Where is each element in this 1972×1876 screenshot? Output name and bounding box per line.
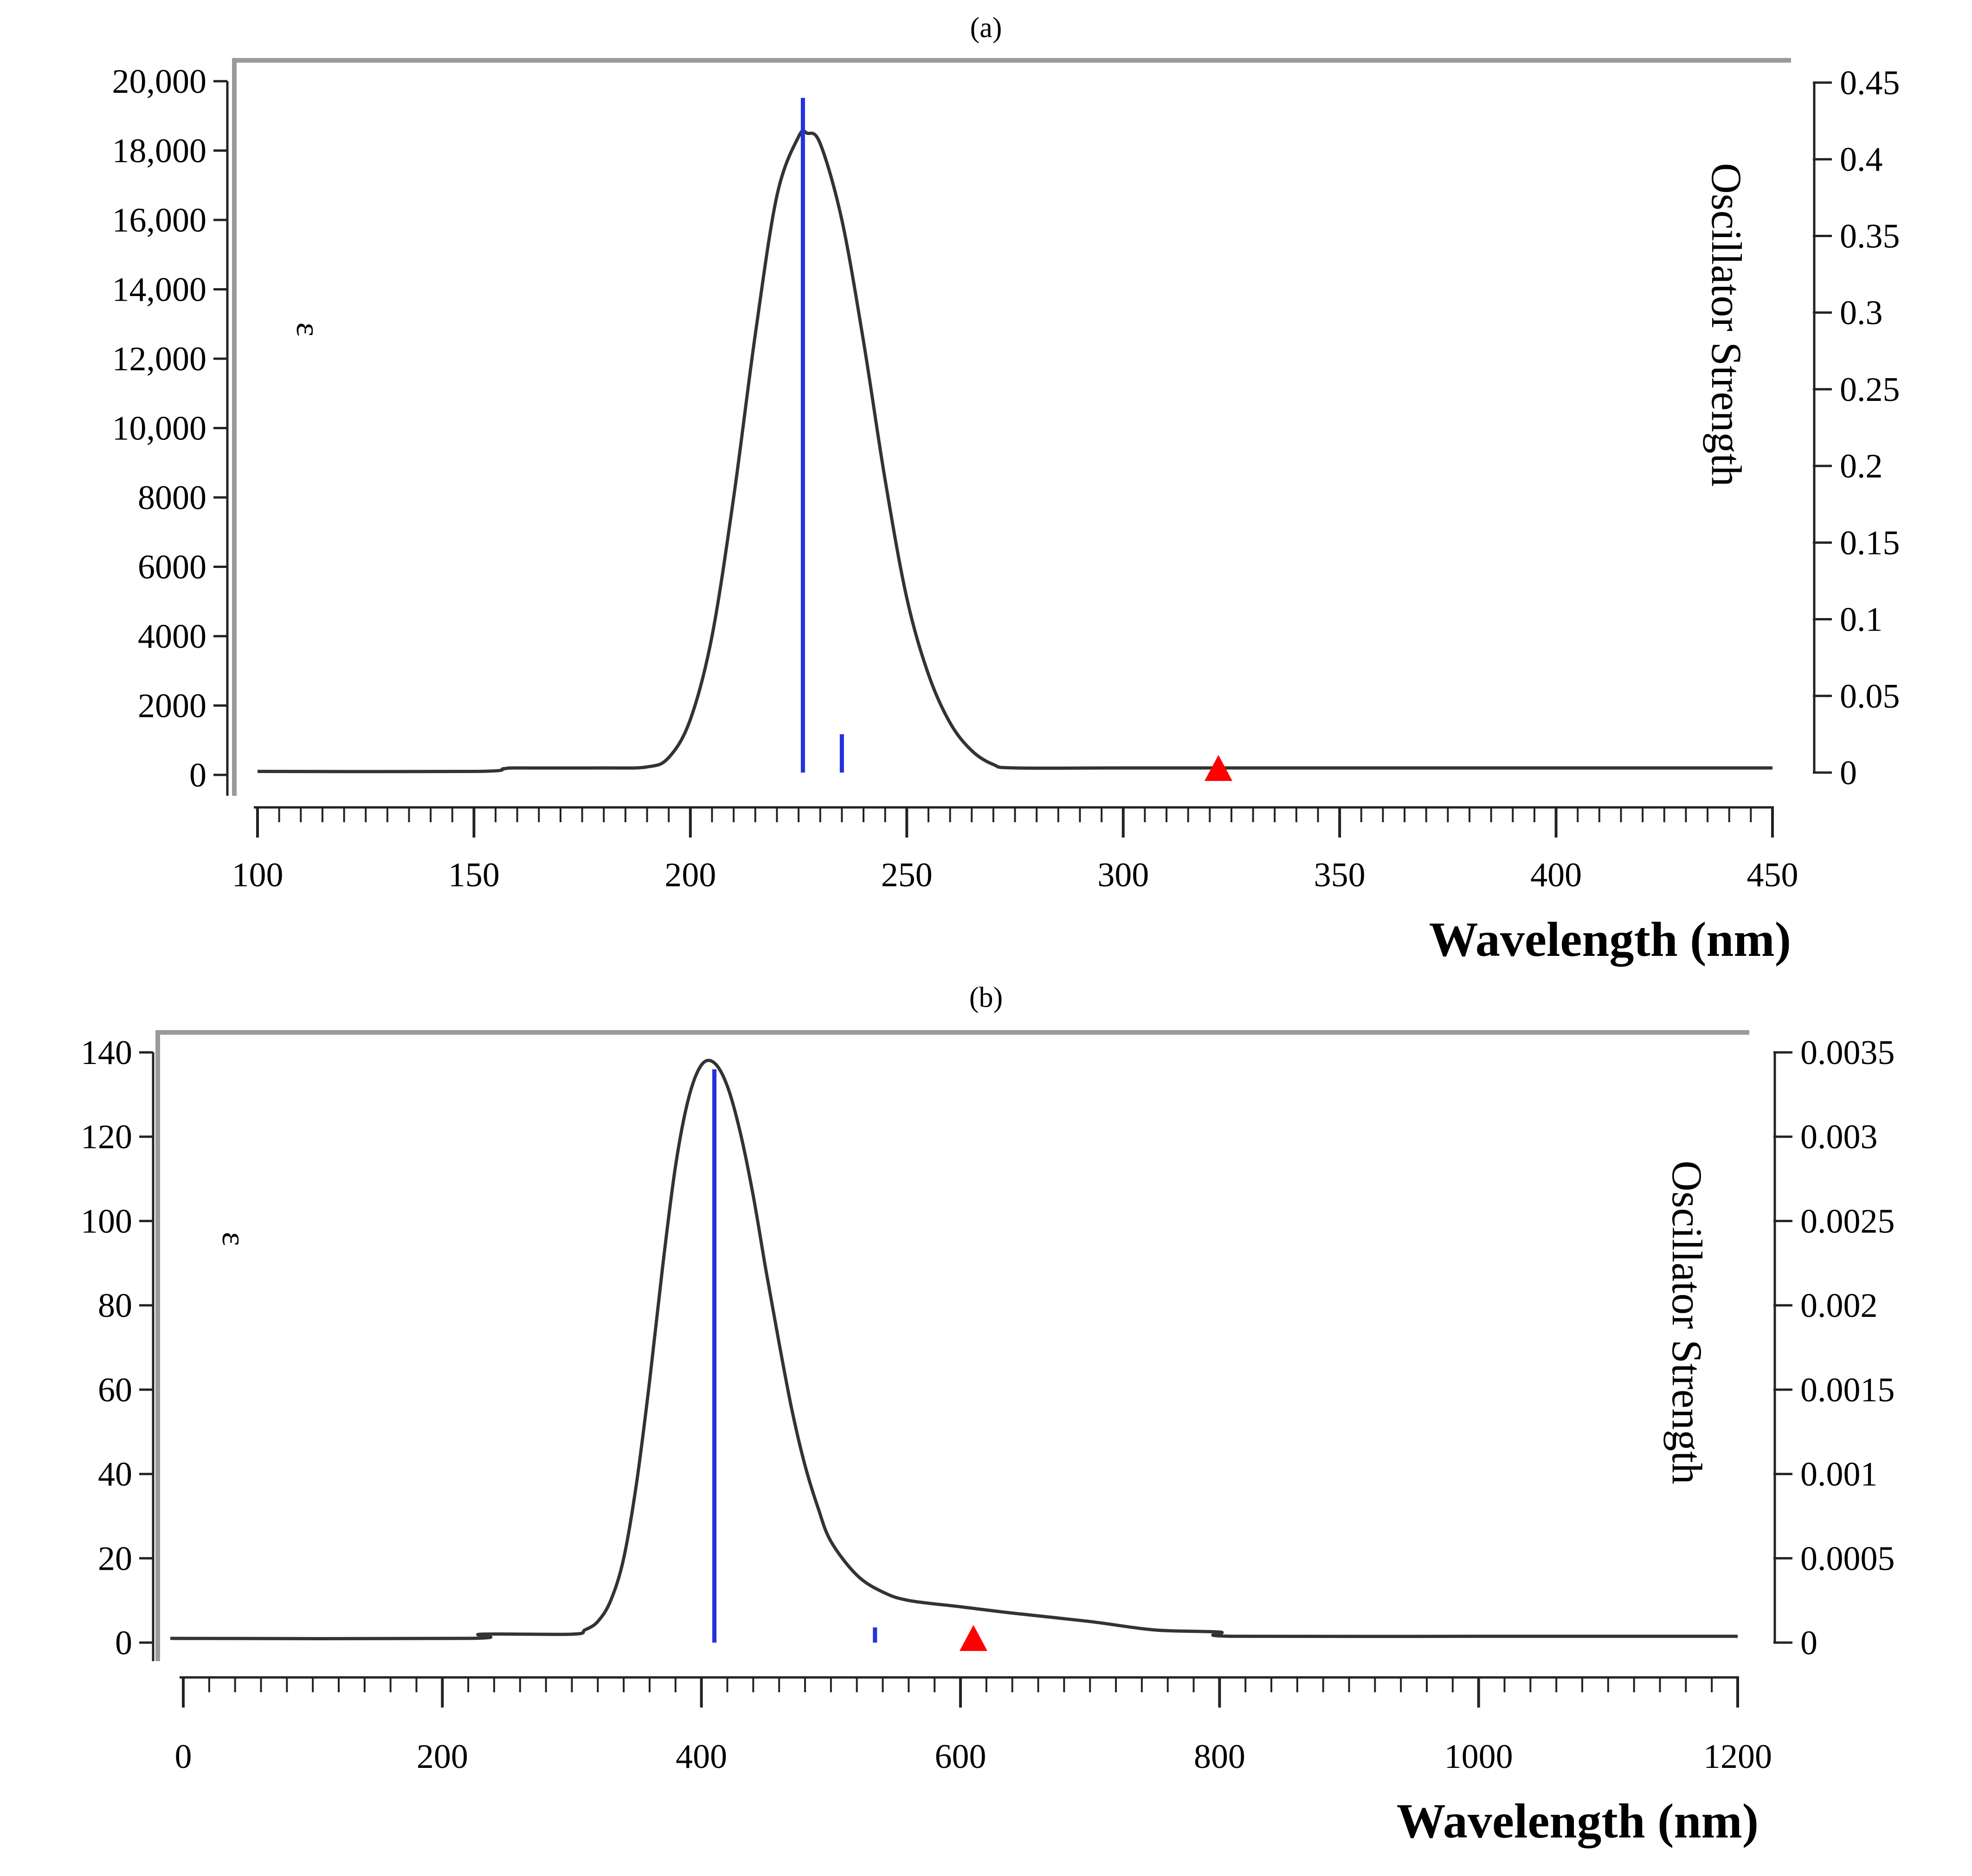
panel-b-x-tick-label: 600 [935, 1738, 986, 1776]
panel-b-left-y-tick-label: 120 [81, 1118, 132, 1156]
panel-b-spectrum-line [170, 1058, 1738, 1641]
panel-a-x-tick-label: 150 [448, 856, 500, 894]
panel-a-left-y-tick-label: 2000 [138, 687, 206, 725]
panel-a-left-y-tick-label: 4000 [138, 618, 206, 656]
panel-b-right-y-tick-label: 0 [1800, 1624, 1817, 1662]
panel-b-left-y-tick-label: 60 [98, 1371, 132, 1409]
panel-b-x-tick-label: 800 [1194, 1738, 1245, 1776]
panel-b-frame [155, 1030, 1749, 1661]
panel-a-x-tick-label: 250 [881, 856, 933, 894]
panel-a-x-tick-label: 450 [1747, 856, 1798, 894]
panel-b-x-tick-label: 200 [417, 1738, 468, 1776]
panel-a-spectrum-line [257, 129, 1772, 774]
panel-a-left-y-tick-label: 20,000 [112, 63, 207, 101]
panel-a-left-axis-label: ε [290, 322, 327, 336]
panel-a-left-y-tick-label: 10,000 [112, 410, 207, 448]
panel-b-x-axis-label: Wavelength (nm) [1397, 1794, 1759, 1848]
panel-b-left-y-tick-label: 100 [81, 1202, 132, 1240]
panel-a-right-y-tick-label: 0.4 [1840, 141, 1883, 179]
panel-a-right-y-tick-label: 0 [1840, 754, 1857, 792]
panel-b-x-tick-label: 1200 [1703, 1738, 1772, 1776]
panel-b-right-y-tick-label: 0.003 [1800, 1118, 1878, 1156]
panel-a-x-tick-label: 300 [1097, 856, 1149, 894]
panel-a-frame [232, 58, 1791, 796]
panel-b-marks: 0 20 40 60 80 100 120 140 0 0.0005 0.001 0.0015 0.00… [81, 1030, 1895, 1776]
panel-a-right-y-tick-label: 0.1 [1840, 601, 1883, 639]
panel-a-right-y-tick-label: 0.25 [1840, 371, 1900, 409]
panel-b-left-y-tick-label: 0 [115, 1624, 132, 1662]
panel-b-x-tick-label: 400 [676, 1738, 727, 1776]
panel-a-left-y-tick-label: 12,000 [112, 340, 207, 378]
panel-a-right-y-tick-label: 0.15 [1840, 524, 1900, 562]
chart-panel-a: (a) 0200040006000800010,00012,00014,0001… [112, 12, 1900, 967]
panel-b-red-triangle-marker [959, 1625, 987, 1651]
panel-a-x-axis-label: Wavelength (nm) [1429, 912, 1791, 967]
panel-b-right-y-tick-label: 0.002 [1800, 1287, 1878, 1325]
panel-a-right-axis-label: Oscillator Strength [1703, 163, 1750, 487]
panel-b-right-y-tick-label: 0.0035 [1800, 1034, 1895, 1072]
panel-a-right-y-tick-label: 0.45 [1840, 64, 1900, 102]
panel-b-right-y-tick-label: 0.0025 [1800, 1202, 1895, 1240]
panel-b-right-y-tick-label: 0.001 [1800, 1456, 1878, 1494]
panel-b-left-y-tick-label: 40 [98, 1456, 132, 1494]
panel-a-left-y-tick-label: 8000 [138, 479, 206, 517]
panel-a-right-y-tick-label: 0.2 [1840, 447, 1883, 485]
panel-a-marks: 0200040006000800010,00012,00014,00016,00… [112, 58, 1900, 894]
panel-a-x-tick-label: 200 [664, 856, 716, 894]
panel-b-left-axis-label: ε [215, 1232, 252, 1246]
panel-b-x-tick-label: 0 [175, 1738, 192, 1776]
panel-b-right-axis-label: Oscillator Strength [1663, 1160, 1711, 1484]
panel-a-left-y-tick-label: 6000 [138, 548, 206, 587]
panel-a-left-y-tick-label: 16,000 [112, 201, 207, 239]
panel-b-left-y-tick-label: 80 [98, 1287, 132, 1325]
panel-b-x-tick-label: 1000 [1444, 1738, 1513, 1776]
panel-a-x-tick-label: 350 [1314, 856, 1366, 894]
panel-b-left-y-tick-label: 20 [98, 1540, 132, 1578]
panel-a-right-y-tick-label: 0.05 [1840, 677, 1900, 716]
panel-a-red-triangle-marker [1204, 755, 1232, 781]
panel-b-title: (b) [969, 982, 1003, 1013]
chart-panel-b: (b) 0 20 40 60 80 100 120 140 0 0.0005 0.001 0.0015… [81, 982, 1895, 1848]
panel-a-right-y-tick-label: 0.35 [1840, 217, 1900, 255]
panel-a-x-tick-label: 100 [232, 856, 284, 894]
panel-a-title: (a) [970, 12, 1002, 44]
panel-a-x-tick-label: 400 [1530, 856, 1582, 894]
panel-a-left-y-tick-label: 0 [189, 756, 206, 794]
panel-a-left-y-tick-label: 14,000 [112, 271, 207, 309]
panel-b-right-y-tick-label: 0.0015 [1800, 1371, 1895, 1409]
panel-b-right-y-tick-label: 0.0005 [1800, 1540, 1895, 1578]
panel-b-left-y-tick-label: 140 [81, 1034, 132, 1072]
panel-a-right-y-tick-label: 0.3 [1840, 294, 1883, 332]
panel-a-left-y-tick-label: 18,000 [112, 132, 207, 170]
